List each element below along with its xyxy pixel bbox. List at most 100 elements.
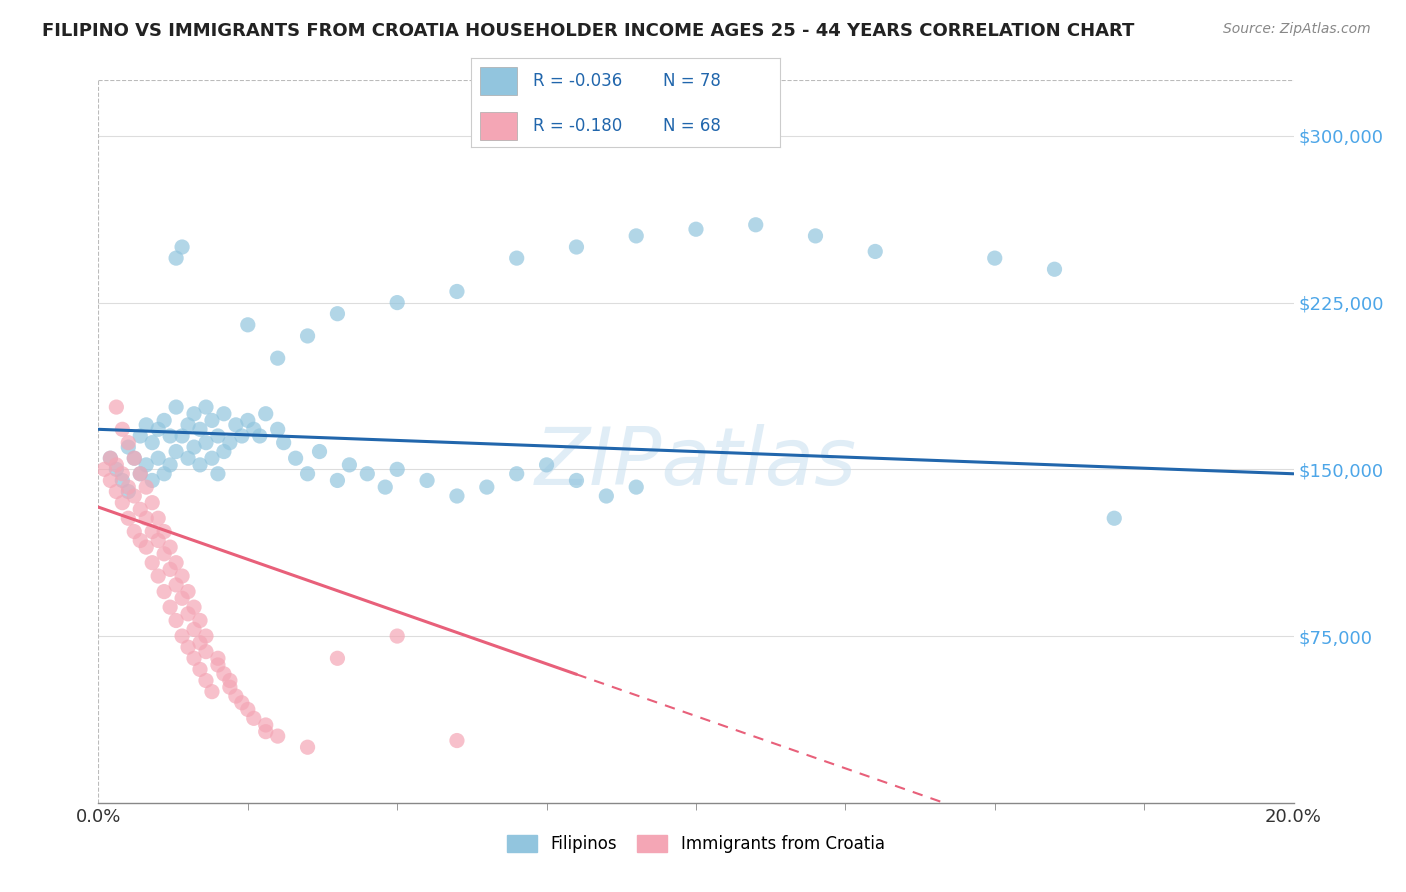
Point: [165, 556, 187, 570]
Point: [98, 474, 122, 488]
Point: [1104, 511, 1126, 525]
Point: [183, 623, 205, 637]
Point: [506, 467, 529, 481]
Text: FILIPINO VS IMMIGRANTS FROM CROATIA HOUSEHOLDER INCOME AGES 25 - 44 YEARS CORREL: FILIPINO VS IMMIGRANTS FROM CROATIA HOUS…: [42, 22, 1135, 40]
Point: [129, 502, 152, 516]
Text: ZIPatlas: ZIPatlas: [534, 425, 858, 502]
Point: [188, 662, 211, 676]
Point: [297, 467, 319, 481]
Point: [148, 569, 170, 583]
Point: [172, 569, 194, 583]
Point: [374, 480, 396, 494]
Point: [243, 422, 266, 436]
Point: [165, 578, 187, 592]
Point: [153, 467, 176, 481]
Point: [195, 435, 218, 450]
Legend: Filipinos, Immigrants from Croatia: Filipinos, Immigrants from Croatia: [501, 828, 891, 860]
Point: [172, 629, 194, 643]
Point: [172, 429, 194, 443]
Point: [254, 407, 277, 421]
Point: [446, 489, 468, 503]
Point: [117, 484, 139, 499]
Point: [177, 584, 200, 599]
Point: [385, 629, 409, 643]
Point: [117, 440, 139, 454]
Point: [165, 400, 187, 414]
Point: [207, 467, 229, 481]
Point: [273, 435, 295, 450]
Point: [267, 422, 290, 436]
Point: [446, 733, 468, 747]
Point: [385, 462, 409, 476]
Point: [201, 451, 224, 466]
Point: [236, 413, 259, 427]
Point: [105, 458, 128, 472]
Point: [172, 591, 194, 606]
Text: N = 68: N = 68: [662, 117, 721, 135]
Point: [183, 407, 205, 421]
Point: [254, 718, 277, 732]
Point: [231, 429, 253, 443]
Point: [195, 629, 218, 643]
Point: [326, 307, 349, 321]
Point: [148, 451, 170, 466]
Point: [141, 556, 163, 570]
Point: [135, 417, 157, 432]
Point: [177, 451, 200, 466]
Point: [111, 496, 134, 510]
Text: Source: ZipAtlas.com: Source: ZipAtlas.com: [1223, 22, 1371, 37]
Point: [219, 435, 242, 450]
Point: [172, 240, 194, 254]
Point: [236, 318, 259, 332]
Point: [326, 474, 349, 488]
Point: [536, 458, 558, 472]
Point: [236, 702, 259, 716]
Point: [124, 489, 146, 503]
Point: [195, 400, 218, 414]
Point: [212, 666, 235, 681]
Text: R = -0.180: R = -0.180: [533, 117, 621, 135]
Point: [141, 524, 163, 539]
Point: [153, 584, 176, 599]
Bar: [481, 67, 517, 95]
Point: [148, 511, 170, 525]
Point: [385, 295, 409, 310]
Point: [565, 474, 588, 488]
Point: [231, 696, 253, 710]
Point: [124, 451, 146, 466]
Point: [165, 444, 187, 458]
Point: [159, 429, 181, 443]
Point: [98, 451, 122, 466]
Point: [105, 400, 128, 414]
Point: [284, 451, 307, 466]
Point: [626, 228, 648, 243]
Point: [254, 724, 277, 739]
Text: N = 78: N = 78: [662, 72, 721, 90]
Point: [626, 480, 648, 494]
Point: [129, 429, 152, 443]
Point: [159, 562, 181, 576]
Point: [153, 524, 176, 539]
Point: [105, 484, 128, 499]
Point: [219, 673, 242, 688]
Point: [595, 489, 617, 503]
Point: [804, 228, 827, 243]
Point: [141, 496, 163, 510]
Point: [212, 444, 235, 458]
Point: [201, 684, 224, 698]
Point: [1043, 262, 1066, 277]
Point: [153, 547, 176, 561]
Point: [207, 657, 229, 672]
Point: [249, 429, 271, 443]
Point: [105, 462, 128, 476]
Point: [98, 451, 122, 466]
Point: [183, 600, 205, 615]
Point: [243, 711, 266, 725]
Point: [267, 351, 290, 366]
Point: [201, 413, 224, 427]
Point: [148, 422, 170, 436]
Point: [506, 251, 529, 265]
Point: [745, 218, 768, 232]
Point: [984, 251, 1007, 265]
Point: [177, 607, 200, 621]
